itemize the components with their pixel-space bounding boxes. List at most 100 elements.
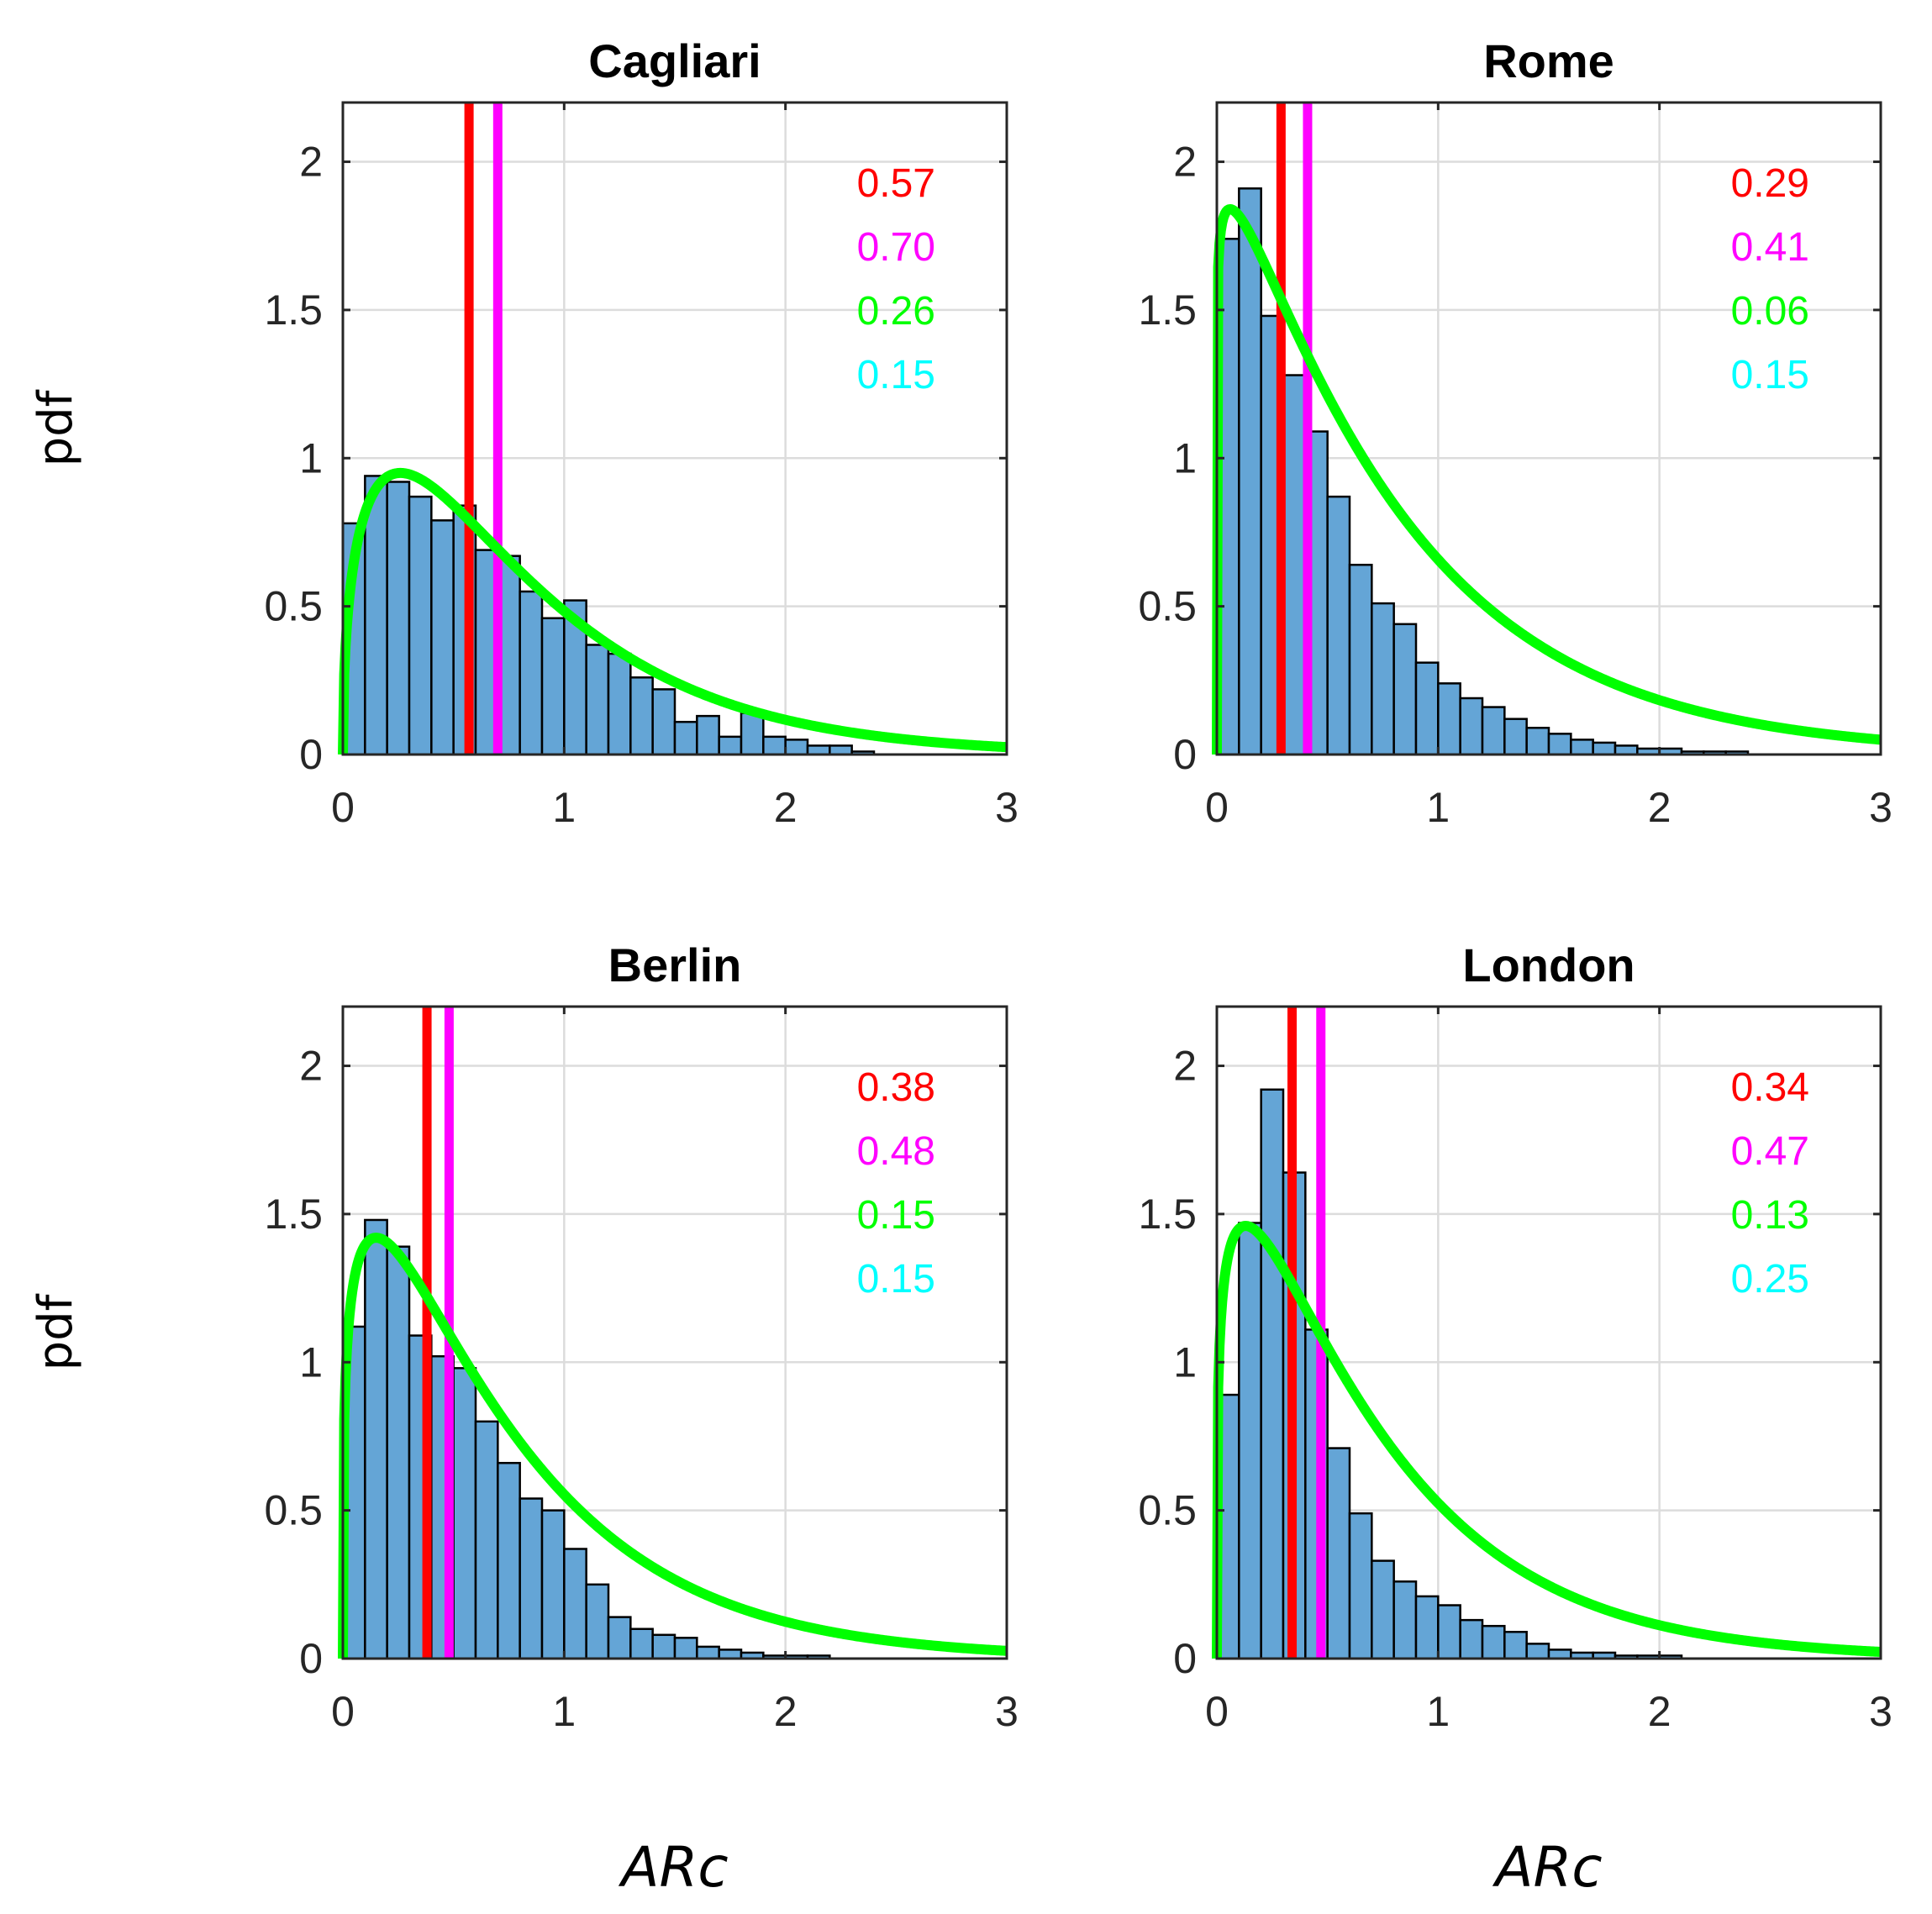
y-tick-label: 2	[299, 1043, 323, 1090]
annotation-value: 0.57	[857, 161, 935, 206]
histogram-bar	[408, 495, 433, 756]
panel-title: Rome	[1483, 34, 1614, 87]
y-tick-label: 1.5	[1138, 287, 1197, 334]
y-tick-label: 2	[299, 139, 323, 186]
histogram-bar	[386, 1245, 411, 1660]
axes-frame	[1215, 1005, 1882, 1660]
histogram-bar	[1437, 1604, 1461, 1660]
histogram-bar	[563, 1548, 587, 1660]
histogram-bar	[1437, 682, 1461, 756]
histogram-bar	[806, 744, 831, 756]
x-tick-label: 3	[995, 1688, 1019, 1735]
panel-berlin: 0 1 2 3 0 0.5 1 1.5 2 Berlin 0.38 0.48 0.15 0.15 pdf AR…	[29, 939, 1019, 1900]
annotation-value: 0.29	[1731, 161, 1809, 206]
annotation-value: 0.41	[1731, 225, 1809, 270]
histogram-bar	[519, 1497, 544, 1660]
histogram-bar	[1326, 1447, 1351, 1660]
axes-frame	[1215, 101, 1882, 756]
panel-title: London	[1462, 939, 1635, 991]
x-tick-label: 0	[331, 1688, 355, 1735]
x-tick-label: 2	[774, 1688, 798, 1735]
y-tick-label: 0.5	[1138, 1487, 1197, 1534]
histogram-bar	[585, 1583, 610, 1660]
x-tick-label: 3	[1869, 784, 1893, 831]
histogram-bar	[1414, 661, 1440, 756]
histogram-bar	[629, 1627, 654, 1660]
x-tick-label: 1	[1426, 1688, 1450, 1735]
histogram-bar	[540, 1509, 566, 1660]
histogram-bar	[540, 617, 566, 756]
histogram-bar	[519, 590, 544, 756]
fit-curve	[338, 467, 1011, 755]
x-tick-label: 1	[1426, 784, 1450, 831]
histogram-bar	[1282, 374, 1307, 756]
annotation-value: 0.15	[857, 1257, 935, 1301]
panel-rome: 0 1 2 3 0 0.5 1 1.5 2 Rome 0.29 0.41 0.06 0.15	[1138, 34, 1892, 831]
histogram-bar	[1348, 564, 1373, 756]
annotation-value: 0.38	[857, 1065, 935, 1110]
histogram-bar	[497, 1461, 521, 1660]
fit-curve	[1212, 1221, 1885, 1659]
histogram-bar	[1525, 727, 1550, 756]
histogram-bar	[1525, 1643, 1550, 1660]
annotation-value: 0.48	[857, 1129, 935, 1174]
x-tick-label: 2	[1648, 784, 1671, 831]
y-tick-label: 0	[299, 731, 323, 778]
histogram-bar	[1547, 1648, 1572, 1660]
annotation-value: 0.13	[1731, 1193, 1809, 1238]
histogram-bar	[740, 712, 765, 756]
histogram-bar	[1459, 1618, 1484, 1660]
histogram-bar	[474, 1420, 499, 1660]
fit-curve	[338, 1233, 1011, 1659]
y-tick-label: 0.5	[264, 583, 323, 630]
axes-frame	[341, 1005, 1008, 1660]
histogram-bar	[1614, 744, 1639, 756]
histogram-bar	[364, 1218, 388, 1660]
annotation-value: 0.70	[857, 225, 935, 270]
histogram-bar	[696, 1645, 720, 1660]
annotation-value: 0.47	[1731, 1129, 1809, 1174]
x-tick-label: 1	[552, 1688, 576, 1735]
annotation-value: 0.15	[1731, 353, 1809, 397]
y-tick-label: 0	[1173, 1635, 1197, 1682]
histogram-bar	[784, 739, 809, 756]
panel-title: Cagliari	[588, 34, 761, 87]
annotation-value: 0.15	[857, 1193, 935, 1238]
y-axis-label: pdf	[29, 1293, 83, 1370]
panel-title: Berlin	[608, 939, 742, 991]
x-tick-label: 3	[995, 784, 1019, 831]
histogram-bar	[673, 1637, 698, 1660]
x-tick-label: 2	[774, 784, 798, 831]
histogram-bar	[386, 481, 411, 756]
histogram-bar	[1371, 602, 1395, 756]
x-axis-label: ARc	[1492, 1835, 1602, 1900]
histogram-bar	[1481, 1624, 1506, 1660]
y-tick-label: 1.5	[264, 1191, 323, 1238]
y-tick-label: 1	[1173, 434, 1197, 481]
histogram-bar	[1348, 1512, 1373, 1660]
histogram-bar	[1260, 1088, 1285, 1660]
histogram-bar	[607, 1616, 632, 1660]
histogram-bar	[651, 688, 676, 756]
histogram-bar	[1459, 697, 1484, 756]
histogram-bar	[696, 714, 720, 756]
y-tick-label: 0	[1173, 731, 1197, 778]
annotation-value: 0.26	[857, 289, 935, 334]
histogram-bar	[629, 676, 654, 756]
histogram-bar	[1414, 1595, 1440, 1660]
histogram-bar	[673, 720, 698, 756]
panel-cagliari: 0 1 2 3 0 0.5 1 1.5 2 Cagliari 0.57 0.70 0.26 0.15 pdf	[29, 34, 1019, 831]
histogram-bar	[1238, 187, 1262, 756]
histogram-bar	[1238, 1222, 1262, 1660]
histogram-bar	[430, 519, 455, 756]
x-tick-label: 0	[1205, 784, 1229, 831]
y-tick-label: 1	[299, 1338, 323, 1386]
histogram-bar	[651, 1633, 676, 1660]
histogram-bar	[1481, 706, 1506, 756]
histogram-bar	[718, 735, 743, 756]
histogram-bar	[1371, 1559, 1395, 1660]
histogram-bar	[718, 1648, 743, 1660]
y-tick-label: 1	[1173, 1338, 1197, 1386]
y-tick-label: 2	[1173, 139, 1197, 186]
